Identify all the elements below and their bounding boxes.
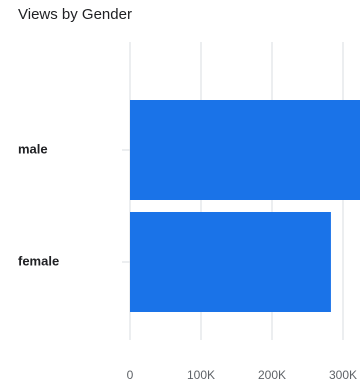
x-tick-label: 200K — [258, 368, 286, 382]
y-tick-label: female — [18, 253, 59, 268]
y-tick-label: male — [18, 141, 48, 156]
chart-title: Views by Gender — [18, 6, 132, 23]
x-tick-label: 100K — [187, 368, 215, 382]
x-tick-label: 0 — [127, 368, 134, 382]
bar — [130, 100, 360, 200]
x-tick-label: 300K — [329, 368, 357, 382]
bar — [130, 212, 331, 312]
